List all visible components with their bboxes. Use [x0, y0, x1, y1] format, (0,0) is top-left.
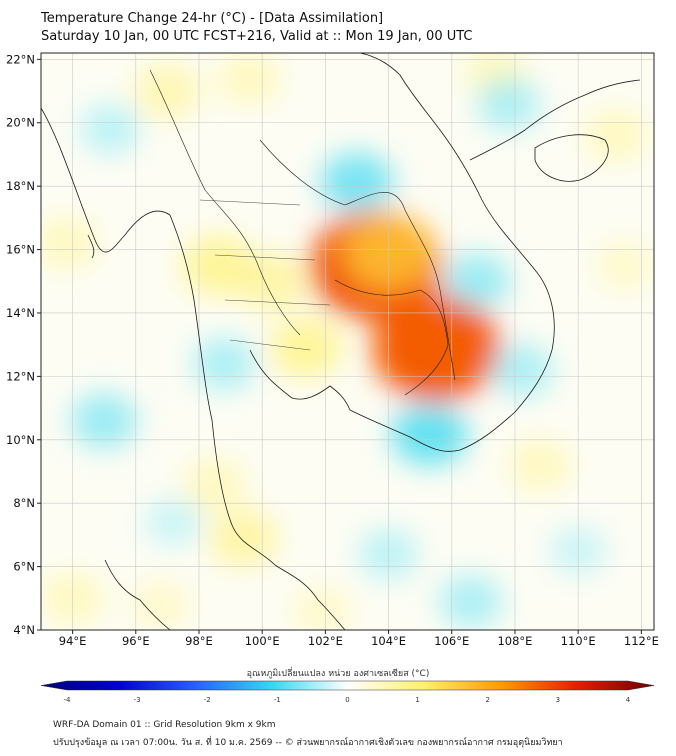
- lon-tick-label: 104°E: [371, 634, 406, 648]
- colorbar-tick-label: -2: [204, 696, 211, 704]
- lat-tick-label: 10°N: [6, 433, 35, 447]
- colorbar-title: อุณหภูมิเปลี่ยนแปลง หน่วย องศาเซลเซียส (…: [246, 669, 430, 679]
- lon-tick-label: 94°E: [59, 634, 87, 648]
- cool-anomaly: [192, 337, 256, 391]
- latitude-ticks: 22°N 20°N 18°N 16°N 14°N 12°N 10°N 8°N 6°N 4°N: [6, 52, 41, 637]
- map-frame: [40, 52, 655, 631]
- warm-anomaly: [41, 216, 98, 270]
- warm-anomaly: [183, 457, 247, 511]
- colorbar-ticks: -4 -3 -2 -1 0 1 2 3 4: [64, 696, 631, 704]
- country-border-2: [259, 139, 456, 381]
- model-info: WRF-DA Domain 01 :: Grid Resolution 9km …: [53, 720, 276, 730]
- lat-tick-label: 22°N: [6, 52, 35, 66]
- cool-anomaly: [439, 575, 503, 628]
- lat-tick-label: 8°N: [13, 496, 35, 510]
- anomaly-field: [41, 53, 654, 630]
- cool-anomaly: [391, 401, 469, 466]
- gulf-of-tonkin-coast: [469, 79, 641, 161]
- lat-tick-label: 12°N: [6, 369, 35, 383]
- warm-anomaly: [584, 109, 648, 162]
- cool-anomaly: [489, 343, 553, 397]
- colorbar-tick-label: -1: [274, 696, 281, 704]
- colorbar-tick-label: 4: [626, 696, 631, 704]
- colorbar-tick-label: -4: [64, 696, 72, 704]
- cool-anomaly: [70, 392, 138, 449]
- warm-anomaly: [181, 234, 255, 297]
- warm-anomaly: [208, 508, 279, 568]
- colorbar-tick-label: 0: [345, 696, 349, 704]
- map-background: [41, 53, 654, 630]
- colorbar-tick-label: 2: [486, 696, 490, 704]
- warm-anomaly: [508, 438, 572, 492]
- colorbar-tick-label: -3: [134, 696, 141, 704]
- longitude-ticks: 94°E 96°E 98°E 100°E 102°E 104°E 106°E 108°E 110…: [59, 630, 659, 648]
- province-borders: [199, 199, 331, 351]
- lat-tick-label: 16°N: [6, 243, 35, 257]
- coastlines-and-borders: [41, 53, 641, 630]
- western-coastline: [41, 107, 346, 630]
- sumatra-coast: [104, 559, 171, 630]
- warm-anomaly: [217, 53, 282, 105]
- lon-tick-label: 112°E: [624, 634, 659, 648]
- lat-tick-label: 4°N: [13, 623, 35, 637]
- warm-anomaly: [269, 317, 344, 379]
- credits-line: ปรับปรุงข้อมูล ณ เวลา 07:00น. วัน ส. ที่…: [53, 738, 563, 748]
- lon-tick-label: 106°E: [434, 634, 469, 648]
- lon-tick-label: 108°E: [497, 634, 532, 648]
- cool-anomaly: [320, 152, 394, 214]
- map-title: Temperature Change 24-hr (°C) - [Data As…: [41, 11, 384, 26]
- lon-tick-label: 110°E: [561, 634, 596, 648]
- colorbar-gradient: [40, 680, 655, 691]
- hainan-island: [534, 134, 609, 182]
- warm-anomaly: [131, 579, 192, 630]
- temperature-change-map: 22°N 20°N 18°N 16°N 14°N 12°N 10°N 8°N 6°N 4°N 94…: [6, 52, 659, 648]
- lon-tick-label: 102°E: [308, 634, 343, 648]
- map-subtitle: Saturday 10 Jan, 00 UTC FCST+216, Valid …: [41, 29, 473, 44]
- island-outline: [87, 234, 95, 259]
- cool-anomaly: [145, 498, 203, 546]
- country-border-1: [149, 69, 301, 336]
- gulf-of-thailand-coast: [249, 349, 351, 411]
- lat-tick-label: 18°N: [6, 179, 35, 193]
- cool-anomaly: [476, 77, 541, 131]
- lat-tick-label: 14°N: [6, 306, 35, 320]
- lon-tick-label: 98°E: [185, 634, 213, 648]
- colorbar-tick-label: 3: [556, 696, 560, 704]
- lat-tick-label: 20°N: [6, 116, 35, 130]
- country-border-3: [334, 279, 449, 396]
- warm-anomaly: [372, 294, 500, 401]
- map-gridlines: [41, 53, 654, 630]
- warm-anomaly: [292, 585, 353, 630]
- cool-anomaly: [443, 253, 511, 310]
- warm-anomaly: [236, 252, 307, 311]
- lon-tick-label: 100°E: [245, 634, 280, 648]
- lat-tick-label: 6°N: [13, 560, 35, 574]
- colorbar: -4 -3 -2 -1 0 1 2 3 4: [40, 680, 655, 704]
- lon-tick-label: 96°E: [122, 634, 150, 648]
- warm-anomaly: [595, 240, 654, 291]
- cool-anomaly: [80, 104, 141, 155]
- warm-anomaly: [134, 63, 201, 119]
- colorbar-tick-label: 1: [415, 696, 419, 704]
- eastern-coastline: [349, 53, 555, 452]
